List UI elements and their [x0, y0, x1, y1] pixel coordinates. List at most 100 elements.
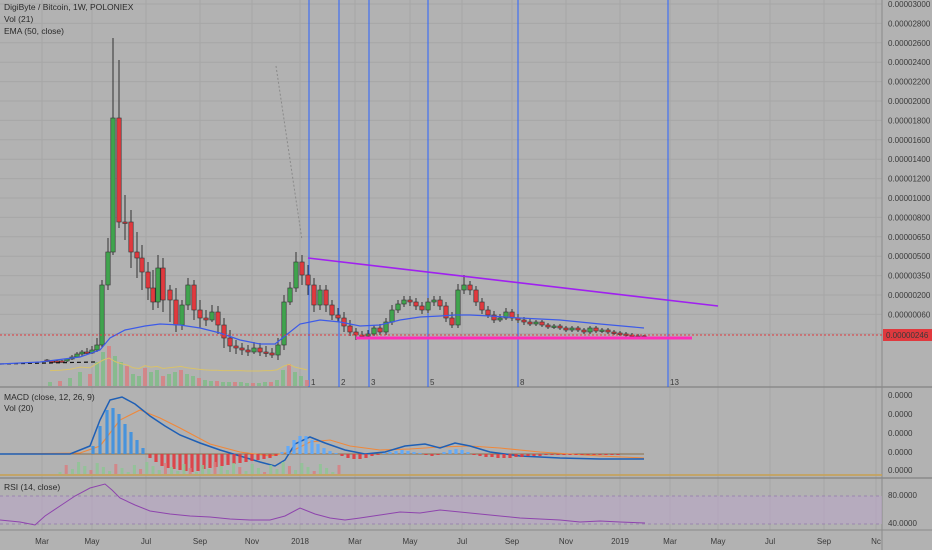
volume-bar-15	[155, 370, 159, 386]
current-price-badge	[883, 329, 932, 341]
volume-bar-40	[305, 380, 309, 386]
macd-hist-bar-43	[352, 454, 356, 459]
macd-vol-bar-31	[250, 464, 254, 474]
macd-hist-bar-28	[262, 454, 266, 459]
macd-vol-bar-44	[331, 472, 335, 474]
macd-hist-bar-41	[340, 454, 344, 456]
price-tick-14: 0.00000350	[888, 272, 931, 281]
volume-bar-25	[215, 381, 219, 386]
macd-hist-bar-45	[364, 454, 368, 458]
candle-body-42	[281, 301, 287, 346]
candle-body-96	[605, 329, 611, 333]
macd-vol-bar-14	[145, 462, 149, 474]
candle-body-39	[263, 351, 269, 354]
macd-tick-1: 0.0000	[888, 410, 913, 419]
macd-hist-bar-66	[490, 454, 494, 457]
time-tick-6: Mar	[348, 537, 362, 546]
macd-vol-bar-42	[318, 464, 322, 474]
price-tick-11: 0.00000800	[888, 213, 931, 222]
candle-body-35	[239, 347, 245, 351]
candle-body-88	[557, 325, 563, 329]
macd-hist-bar-76	[550, 454, 554, 455]
macd-hist-bar-86	[610, 454, 614, 455]
candle-body-75	[479, 301, 485, 311]
candle-body-60	[389, 309, 395, 323]
candle-body-90	[569, 327, 575, 331]
candle-body-46	[305, 274, 311, 286]
macd-hist-bar-82	[586, 454, 590, 455]
macd-hist-bar-51	[400, 450, 404, 454]
macd-hist-bar-11	[160, 454, 164, 466]
candle-body-13	[110, 117, 116, 253]
candle-body-22	[160, 267, 166, 301]
price-tick-2: 0.00002600	[888, 39, 931, 48]
macd-hist-bar-0	[91, 446, 95, 454]
macd-vol-bar-19	[176, 471, 180, 474]
price-tick-6: 0.00001800	[888, 116, 931, 125]
candle-body-69	[443, 305, 449, 319]
time-tick-16: Nc	[871, 537, 881, 546]
macd-hist-bar-57	[436, 454, 440, 455]
fib-label-1: 1	[311, 378, 316, 387]
candle-body-19	[145, 271, 151, 289]
macd-vol-bar-9	[114, 464, 118, 474]
legend-vol: Vol (21)	[4, 14, 33, 24]
volume-bar-30	[245, 383, 249, 386]
price-tick-13: 0.00000500	[888, 252, 931, 261]
macd-vol-bar-30	[244, 471, 248, 474]
macd-hist-bar-29	[268, 454, 272, 458]
time-tick-1: May	[84, 537, 99, 546]
macd-hist-bar-42	[346, 454, 350, 458]
candle-body-26	[185, 284, 191, 306]
volume-bar-22	[197, 378, 201, 386]
macd-vol-bar-21	[188, 468, 192, 474]
candle-body-68	[437, 299, 443, 307]
volume-bars	[48, 346, 309, 386]
macd-vol-bar-22	[194, 472, 198, 474]
macd-hist-bar-24	[238, 454, 242, 463]
volume-bar-26	[221, 382, 225, 386]
current-price-label: 0.00000246	[886, 331, 929, 340]
macd-vol-bar-25	[213, 462, 217, 474]
candle-body-20	[150, 287, 156, 303]
macd-vol-bar-29	[238, 467, 242, 474]
candle-body-12	[105, 251, 111, 286]
price-tick-3: 0.00002400	[888, 58, 931, 67]
macd-vol-bar-24	[207, 469, 211, 474]
volume-bar-37	[287, 364, 291, 386]
fib-label-8: 8	[520, 378, 525, 387]
macd-hist-bar-47	[376, 454, 380, 455]
macd-hist-bar-49	[388, 452, 392, 454]
candle-body-23	[167, 289, 173, 301]
candle-body-29	[203, 317, 209, 321]
macd-hist-bar-71	[520, 454, 524, 457]
candle-body-67	[431, 299, 437, 303]
fib-label-3: 3	[371, 378, 376, 387]
candle-body-64	[413, 301, 419, 307]
candle-body-79	[503, 311, 509, 319]
rsi-tick-0: 80.0000	[888, 491, 917, 500]
price-tick-12: 0.00000650	[888, 233, 931, 242]
volume-bar-11	[131, 374, 135, 386]
macd-hist-bar-36	[310, 440, 314, 454]
macd-hist-bar-68	[502, 454, 506, 458]
volume-bar-35	[275, 380, 279, 386]
volume-bar-20	[185, 374, 189, 386]
macd-hist-bar-74	[538, 454, 542, 456]
candle-body-82	[521, 319, 527, 323]
macd-hist-bar-37	[316, 444, 320, 454]
macd-hist-bar-9	[148, 454, 152, 458]
macd-hist-bar-20	[214, 454, 218, 467]
macd-hist-bar-59	[448, 450, 452, 454]
price-tick-7: 0.00001600	[888, 136, 931, 145]
macd-hist-bar-46	[370, 454, 374, 456]
macd-hist-bar-35	[304, 436, 308, 454]
legend-rsi: RSI (14, close)	[4, 482, 60, 492]
macd-vol-bar-23	[201, 465, 205, 474]
candle-body-30	[209, 311, 215, 321]
volume-bar-14	[149, 372, 153, 386]
candle-body-24	[173, 299, 179, 326]
price-tick-15: 0.00000200	[888, 291, 931, 300]
macd-hist-bar-70	[514, 454, 518, 457]
